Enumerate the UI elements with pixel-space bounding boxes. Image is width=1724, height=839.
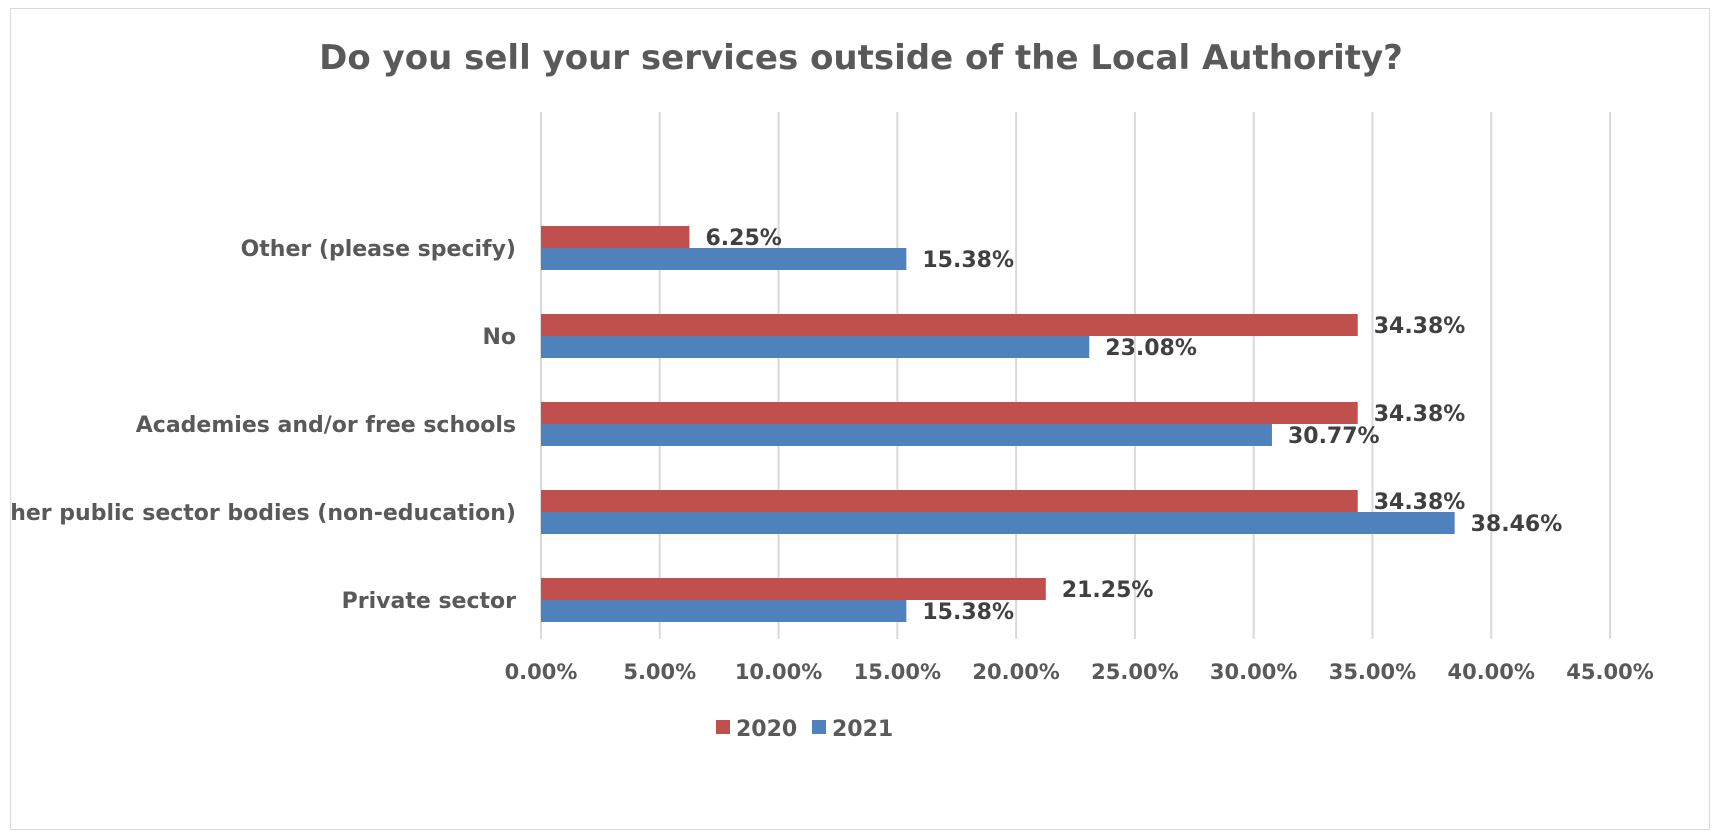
- data-label: 30.77%: [1288, 424, 1380, 449]
- x-axis-tick-labels: 0.00% 5.00% 10.00% 15.00% 20.00% 25.00% 30.00%…: [505, 660, 1654, 684]
- x-tick-label: 30.00%: [1210, 660, 1297, 684]
- legend: 2020 2021: [716, 717, 893, 742]
- bar-2021-0: [541, 248, 907, 270]
- x-tick-label: 20.00%: [972, 660, 1059, 684]
- data-label: 34.38%: [1374, 490, 1466, 515]
- bar-2021-3: [541, 512, 1455, 534]
- x-tick-label: 40.00%: [1447, 660, 1534, 684]
- bar-2021-2: [541, 424, 1272, 446]
- x-tick-label: 15.00%: [854, 660, 941, 684]
- bar-2021-1: [541, 336, 1090, 358]
- x-tick-label: 35.00%: [1329, 660, 1416, 684]
- chart-title: Do you sell your services outside of the…: [319, 38, 1403, 78]
- legend-swatch-2021: [812, 720, 826, 734]
- bar-2020-1: [541, 314, 1358, 336]
- bar-2020-0: [541, 226, 690, 248]
- data-label: 23.08%: [1105, 336, 1197, 361]
- x-tick-label: 0.00%: [505, 660, 578, 684]
- chart-frame: Do you sell your services outside of the…: [10, 8, 1710, 830]
- data-label: 15.38%: [922, 248, 1014, 273]
- category-labels: Other (please specify) No Academies and/or…: [11, 237, 516, 614]
- data-label: 34.38%: [1374, 314, 1466, 339]
- bar-2020-3: [541, 490, 1358, 512]
- data-labels: 6.25% 34.38% 34.38% 34.38% 21.25% 15.38% 23.08…: [705, 226, 1562, 625]
- bar-2020-2: [541, 402, 1358, 424]
- data-label: 15.38%: [922, 600, 1014, 625]
- bars-layer: [541, 226, 1455, 622]
- data-label: 21.25%: [1062, 578, 1154, 603]
- legend-swatch-2020: [716, 720, 730, 734]
- category-label: Other public sector bodies (non-educatio…: [11, 501, 516, 526]
- bar-2021-4: [541, 600, 907, 622]
- x-tick-label: 10.00%: [735, 660, 822, 684]
- x-tick-label: 25.00%: [1091, 660, 1178, 684]
- data-label: 38.46%: [1471, 512, 1563, 537]
- grid-layer: [540, 112, 1611, 639]
- category-label: Academies and/or free schools: [136, 413, 516, 438]
- category-label: Other (please specify): [241, 237, 516, 262]
- category-label: Private sector: [342, 589, 516, 614]
- x-tick-label: 5.00%: [623, 660, 696, 684]
- data-label: 34.38%: [1374, 402, 1466, 427]
- bar-2020-4: [541, 578, 1046, 600]
- x-tick-label: 45.00%: [1566, 660, 1653, 684]
- legend-label: 2021: [832, 717, 893, 742]
- chart-svg: Do you sell your services outside of the…: [11, 38, 1654, 742]
- category-label: No: [482, 325, 516, 350]
- data-label: 6.25%: [705, 226, 781, 251]
- legend-label: 2020: [736, 717, 797, 742]
